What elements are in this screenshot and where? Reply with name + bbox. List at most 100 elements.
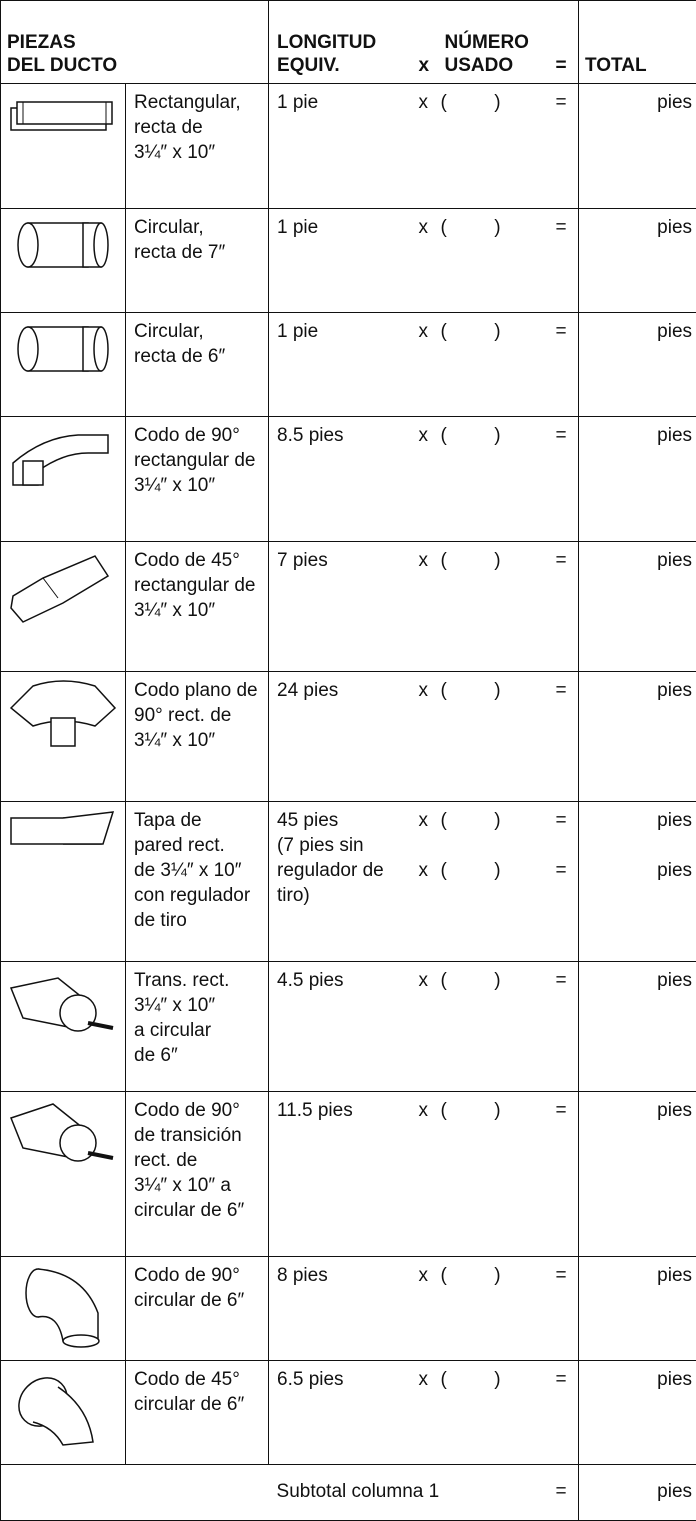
header-longitud: LONGITUD EQUIV. [269,1,409,84]
multiply: x [419,90,437,115]
header-piezas: PIEZAS DEL DUCTO [1,1,269,84]
multiply: x [419,678,437,703]
total-cell: pies [579,672,696,802]
icon-cell [1,1092,126,1257]
icon-cell [1,84,126,209]
duct-row: Codo plano de 90° rect. de 3¼″ x 10″24 p… [1,672,696,802]
parens: () [441,423,501,448]
x-cell: x [409,1092,441,1257]
duct-icon [3,90,123,180]
close-paren: ) [494,548,500,573]
duct-icon [3,1098,123,1188]
parens: () [441,678,501,703]
duct-icon [3,215,123,305]
paren-cell: () [441,313,546,417]
eq-cell: = [546,962,579,1092]
close-paren: ) [494,968,500,993]
unit: pies [587,968,692,993]
unit: pies [587,215,692,240]
icon-cell [1,209,126,313]
header-eq: = [546,1,579,84]
parens: () [441,548,501,573]
parens: () [441,1098,501,1123]
duct-row: Codo de 90° rectangular de 3¼″ x 10″8.5 … [1,417,696,542]
icon-cell [1,313,126,417]
icon-cell [1,1257,126,1361]
equals: = [556,678,575,703]
eq-cell: = [546,84,579,209]
header-total: TOTAL [579,1,696,84]
multiply: x [419,1367,437,1392]
page: PIEZAS DEL DUCTO LONGITUD EQUIV. x NÚMER… [0,0,696,1454]
open-paren: ( [441,1098,447,1123]
unit: pies [587,1263,692,1288]
length: 24 pies [269,672,409,802]
equals: = [556,858,575,883]
open-paren: ( [441,858,447,883]
equals: = [556,808,575,833]
close-paren: ) [494,90,500,115]
icon-cell [1,417,126,542]
paren-cell: () [441,542,546,672]
total-cell: pies [579,84,696,209]
unit: pies [587,678,692,703]
description: Codo de 45° rectangular de 3¼″ x 10″ [126,542,269,672]
parens: () [441,1367,501,1392]
eq-cell: = [546,417,579,542]
unit: pies [587,1098,692,1123]
description: Rectangular, recta de 3¼″ x 10″ [126,84,269,209]
x-cell: x [409,84,441,209]
duct-icon [3,678,123,768]
length: 1 pie [269,209,409,313]
open-paren: ( [441,319,447,344]
length: 8.5 pies [269,417,409,542]
eq-cell: == [546,802,579,962]
subtotal-unit: pies [579,1465,696,1521]
x-cell: x [409,962,441,1092]
eq-cell: = [546,1361,579,1465]
close-paren: ) [494,319,500,344]
icon-cell [1,672,126,802]
close-paren: ) [494,1098,500,1123]
subtotal-eq: = [546,1465,579,1521]
length: 7 pies [269,542,409,672]
open-paren: ( [441,1367,447,1392]
icon-cell [1,962,126,1092]
duct-icon [3,1367,123,1457]
multiply: x [419,1098,437,1123]
eq-cell: = [546,542,579,672]
description: Codo de 90° rectangular de 3¼″ x 10″ [126,417,269,542]
close-paren: ) [494,423,500,448]
paren-cell: () [441,962,546,1092]
description: Circular, recta de 7″ [126,209,269,313]
multiply: x [419,319,437,344]
length: 8 pies [269,1257,409,1361]
parens: () [441,90,501,115]
duct-row: Trans. rect. 3¼″ x 10″ a circular de 6″4… [1,962,696,1092]
unit: pies [587,90,692,115]
unit: pies [587,858,692,883]
duct-row: Codo de 45° rectangular de 3¼″ x 10″7 pi… [1,542,696,672]
duct-icon [3,1263,123,1353]
multiply: x [419,215,437,240]
parens: () [441,858,501,883]
multiply: x [419,808,437,833]
duct-row: Tapa de pared rect. de 3¼″ x 10″ con reg… [1,802,696,962]
total-cell: pies [579,542,696,672]
total-cell: pies [579,209,696,313]
eq-cell: = [546,209,579,313]
total-cell: pies [579,417,696,542]
close-paren: ) [494,808,500,833]
duct-row: Codo de 90° de transición rect. de 3¼″ x… [1,1092,696,1257]
total-cell: pies [579,962,696,1092]
equals: = [556,968,575,993]
unit: pies [587,319,692,344]
close-paren: ) [494,858,500,883]
